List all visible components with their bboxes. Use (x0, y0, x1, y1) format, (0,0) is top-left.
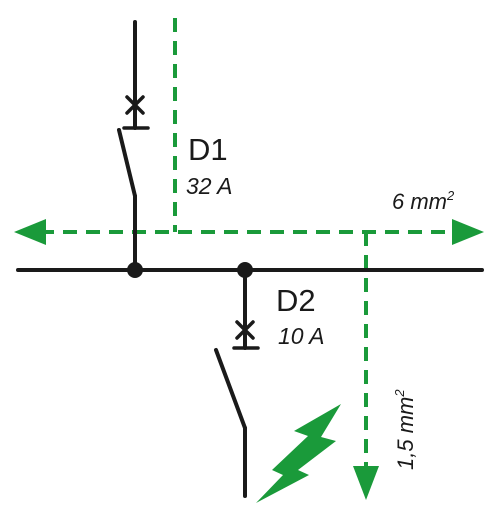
current-path-group (14, 18, 484, 500)
d1-contact-blade (117, 128, 137, 198)
junction-dot-d2 (237, 262, 253, 278)
d2-rating: 10 A (278, 323, 324, 349)
lightning-bolt-icon (256, 404, 341, 503)
upstream-section-label: 6 mm2 (392, 188, 455, 214)
d1-label: D1 (188, 132, 228, 167)
arrow-right-icon (452, 219, 484, 245)
d1-rating: 32 A (186, 173, 232, 199)
upstream-section-value: 6 mm (392, 189, 447, 214)
junction-dot-d1 (127, 262, 143, 278)
d2-contact-blade (214, 348, 247, 430)
d1-breaker-symbol (122, 95, 150, 130)
arrow-left-icon (14, 219, 46, 245)
arrow-down-icon (353, 466, 379, 500)
downstream-section-value: 1,5 mm (393, 397, 418, 470)
d2-breaker-symbol (232, 320, 260, 350)
d2-label: D2 (276, 283, 316, 318)
downstream-section-exponent: 2 (392, 389, 407, 398)
upstream-section-exponent: 2 (446, 188, 455, 203)
downstream-section-label: 1,5 mm2 (392, 389, 418, 470)
